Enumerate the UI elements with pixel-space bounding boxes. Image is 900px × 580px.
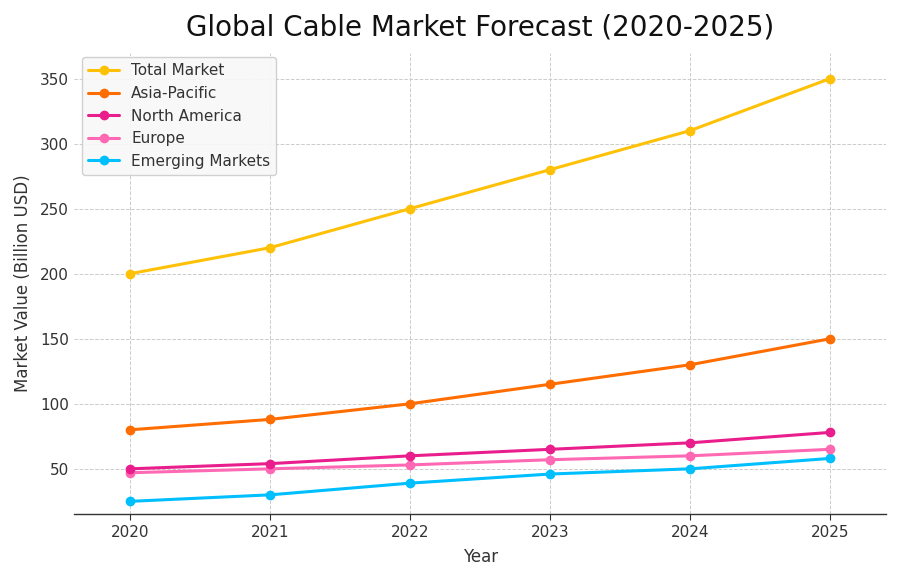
Asia-Pacific	[685, 361, 696, 368]
Y-axis label: Market Value (Billion USD): Market Value (Billion USD)	[14, 175, 32, 392]
North America	[125, 465, 136, 472]
North America	[265, 460, 275, 467]
Total Market	[824, 75, 835, 82]
Line: Europe: Europe	[126, 445, 834, 477]
Line: Asia-Pacific: Asia-Pacific	[126, 335, 834, 434]
Total Market	[544, 166, 555, 173]
Title: Global Cable Market Forecast (2020-2025): Global Cable Market Forecast (2020-2025)	[186, 14, 774, 42]
Europe	[405, 462, 416, 469]
North America	[544, 446, 555, 453]
Total Market	[405, 205, 416, 212]
Europe	[824, 446, 835, 453]
Legend: Total Market, Asia-Pacific, North America, Europe, Emerging Markets: Total Market, Asia-Pacific, North Americ…	[82, 57, 276, 175]
Total Market	[125, 270, 136, 277]
X-axis label: Year: Year	[463, 548, 498, 566]
Emerging Markets	[824, 455, 835, 462]
North America	[405, 452, 416, 459]
Asia-Pacific	[405, 400, 416, 407]
Asia-Pacific	[544, 381, 555, 388]
Emerging Markets	[405, 480, 416, 487]
Europe	[125, 469, 136, 476]
North America	[824, 429, 835, 436]
North America	[685, 439, 696, 446]
Asia-Pacific	[125, 426, 136, 433]
Line: North America: North America	[126, 428, 834, 473]
Europe	[544, 456, 555, 463]
Emerging Markets	[125, 498, 136, 505]
Total Market	[265, 244, 275, 251]
Line: Total Market: Total Market	[126, 74, 834, 278]
Emerging Markets	[544, 470, 555, 477]
Europe	[265, 465, 275, 472]
Asia-Pacific	[265, 416, 275, 423]
Europe	[685, 452, 696, 459]
Emerging Markets	[685, 465, 696, 472]
Asia-Pacific	[824, 335, 835, 342]
Total Market	[685, 127, 696, 134]
Emerging Markets	[265, 491, 275, 498]
Line: Emerging Markets: Emerging Markets	[126, 454, 834, 506]
